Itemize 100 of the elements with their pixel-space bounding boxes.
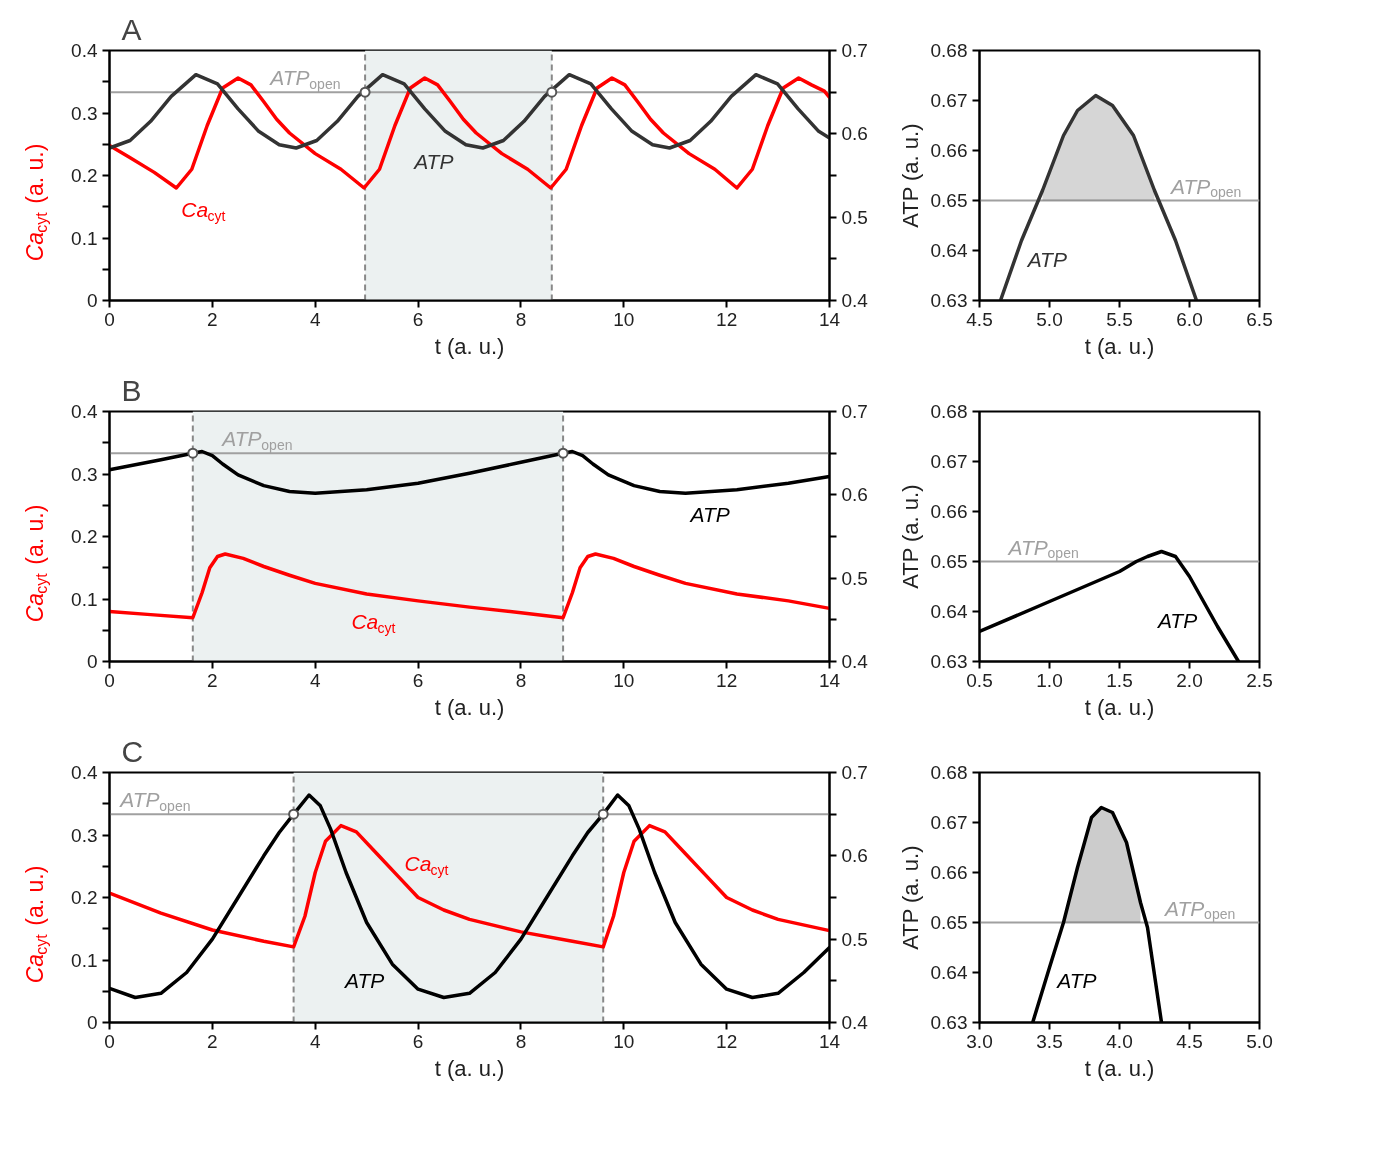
x-tick-label: 10 [613, 669, 635, 691]
y2-tick-label: 0.5 [841, 206, 868, 228]
y2-tick-label: 0.7 [841, 401, 868, 422]
y-tick-label: 0.68 [930, 401, 968, 422]
x-tick-label: 4.0 [1106, 1030, 1133, 1052]
chart-title: A [121, 12, 142, 46]
x-tick-label: 3.0 [966, 1030, 993, 1052]
x-tick-label: 2.5 [1246, 669, 1273, 691]
x-tick-label: 14 [818, 1030, 841, 1052]
legend-label: ATP [118, 788, 160, 812]
y-tick-label: 0.63 [930, 651, 968, 672]
y2-tick-label: 0.5 [841, 567, 868, 589]
y-tick-label: 0 [86, 290, 98, 311]
x-tick-label: 5.5 [1106, 308, 1133, 330]
y-tick-label: 0.4 [71, 762, 98, 783]
x-tick-label: 0 [104, 308, 115, 330]
x-axis-title: t (a. u.) [1084, 1055, 1155, 1081]
y-tick-label: 0.64 [930, 240, 968, 261]
y-axis-title: ATP (a. u.) [897, 484, 923, 589]
y2-tick-label: 0.4 [841, 290, 869, 311]
y2-tick-label: 0.7 [841, 40, 868, 61]
x-tick-label: 6 [412, 1030, 424, 1052]
x-tick-label: 6 [412, 669, 424, 691]
y-tick-label: 0.68 [930, 40, 968, 61]
x-axis-title: t (a. u.) [434, 694, 505, 720]
y2-tick-label: 0.5 [841, 928, 868, 950]
y-tick-label: 0.3 [71, 102, 98, 124]
y-tick-label: 0 [86, 651, 98, 672]
y-tick-label: 0 [86, 1012, 98, 1033]
y-tick-label: 0.3 [71, 463, 98, 485]
x-tick-label: 0 [104, 669, 115, 691]
y-tick-label: 0.1 [71, 949, 98, 971]
x-tick-label: 1.0 [1036, 669, 1063, 691]
y-tick-label: 0.66 [930, 501, 968, 522]
y-axis-title: Cacyt (a. u.) [21, 504, 50, 623]
chart-title: B [121, 373, 142, 407]
y-tick-label: 0.2 [71, 165, 98, 186]
x-tick-label: 4.5 [1176, 1030, 1203, 1052]
series-label: ATP [1055, 968, 1097, 992]
x-tick-label: 8 [515, 1030, 527, 1052]
x-tick-label: 10 [613, 1030, 635, 1052]
x-tick-label: 4.5 [966, 308, 993, 330]
x-tick-label: 2.0 [1176, 669, 1203, 691]
x-tick-label: 4 [309, 1030, 321, 1052]
y-tick-label: 0.67 [930, 451, 968, 472]
y-tick-label: 0.2 [71, 887, 98, 908]
y-axis-title: Cacyt (a. u.) [21, 143, 50, 262]
x-tick-label: 0.5 [966, 669, 993, 691]
y-tick-label: 0.63 [930, 290, 968, 311]
x-tick-label: 12 [716, 669, 738, 691]
y-tick-label: 0.1 [71, 227, 98, 249]
y-tick-label: 0.1 [71, 588, 98, 610]
chart-title: C [121, 734, 144, 768]
x-tick-label: 2 [207, 1030, 218, 1052]
x-tick-label: 4 [309, 669, 321, 691]
x-axis-title: t (a. u.) [434, 333, 505, 359]
series-label: ATP [412, 149, 454, 173]
y-tick-label: 0.64 [930, 962, 968, 983]
x-tick-label: 1.5 [1106, 669, 1133, 691]
text: open [159, 798, 191, 815]
text: ATP [690, 503, 730, 527]
y-axis-title: Cacyt (a. u.) [21, 865, 50, 984]
y-tick-label: 0.64 [930, 601, 968, 622]
x-tick-label: 0 [104, 1030, 115, 1052]
x-tick-label: 8 [515, 669, 527, 691]
x-tick-label: 6.0 [1176, 308, 1203, 330]
x-tick-label: 6 [412, 308, 424, 330]
y-tick-label: 0.65 [930, 190, 968, 211]
y-tick-label: 0.68 [930, 762, 968, 783]
x-tick-label: 3.5 [1036, 1030, 1063, 1052]
y-tick-label: 0.2 [71, 526, 98, 547]
x-tick-label: 2 [207, 669, 218, 691]
y2-tick-label: 0.6 [841, 484, 868, 506]
x-tick-label: 2 [207, 308, 218, 330]
x-axis-title: t (a. u.) [1084, 694, 1155, 720]
y-tick-label: 0.3 [71, 824, 98, 846]
y-tick-label: 0.4 [71, 40, 98, 61]
y-tick-label: 0.67 [930, 812, 968, 833]
y2-tick-label: 0.6 [841, 123, 868, 145]
y-tick-label: 0.67 [930, 90, 968, 111]
x-tick-label: 12 [716, 1030, 738, 1052]
y2-tick-label: 0.7 [841, 762, 868, 783]
series-label: ATP [343, 969, 385, 993]
x-tick-label: 14 [818, 669, 841, 691]
x-tick-label: 14 [818, 308, 841, 330]
x-tick-label: 6.5 [1246, 308, 1273, 330]
x-tick-label: 5.0 [1246, 1030, 1273, 1052]
y-tick-label: 0.65 [930, 551, 968, 572]
y-axis-title: ATP (a. u.) [897, 123, 923, 228]
x-axis-title: t (a. u.) [434, 1055, 505, 1081]
y-tick-label: 0.66 [930, 140, 968, 161]
text: open [1047, 545, 1079, 562]
y-tick-label: 0.4 [71, 401, 98, 422]
x-tick-label: 12 [716, 308, 738, 330]
x-axis-title: t (a. u.) [1084, 333, 1155, 359]
y2-tick-label: 0.4 [841, 651, 869, 672]
y2-tick-label: 0.6 [841, 845, 868, 867]
x-tick-label: 5.0 [1036, 308, 1063, 330]
legend-label: ATP [1006, 535, 1048, 559]
x-tick-label: 8 [515, 308, 527, 330]
